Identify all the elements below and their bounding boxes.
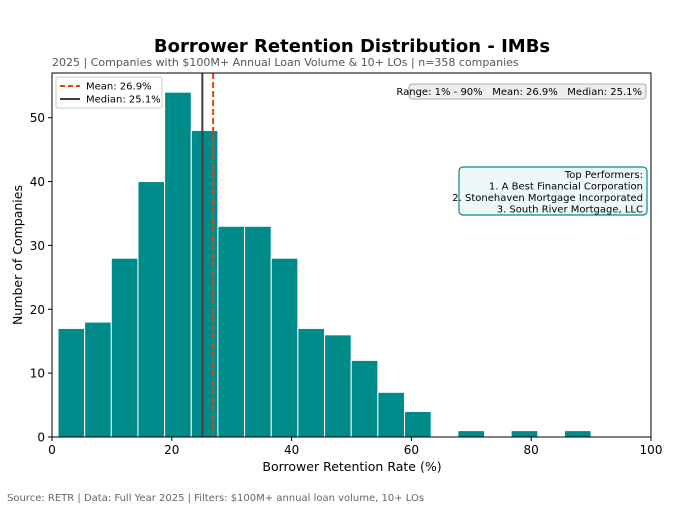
chart-subtitle: 2025 | Companies with $100M+ Annual Loan… [52, 56, 519, 69]
histogram-bar [244, 225, 272, 438]
x-tick-label: 100 [640, 443, 663, 457]
legend-median-label: Median: 25.1% [86, 95, 161, 106]
histogram-bar [57, 327, 86, 438]
y-tick-label: 40 [30, 175, 45, 189]
x-tick-label: 20 [164, 443, 179, 457]
x-tick-label: 80 [524, 443, 539, 457]
x-axis-ticks: 0 20 40 60 80 100 [48, 437, 662, 457]
histogram-bar [297, 327, 326, 438]
legend-box [55, 76, 163, 109]
x-tick-label: 40 [284, 443, 299, 457]
stats-text: Range: 1% - 90% Mean: 26.9% Median: 25.1… [396, 87, 642, 98]
x-tick-label: 60 [404, 443, 419, 457]
y-axis-label: Number of Companies [10, 185, 25, 325]
histogram-bar [164, 91, 192, 438]
top-performer-3: 3. South River Mortgage, LLC [497, 205, 643, 216]
histogram-bar [510, 430, 539, 438]
plot-frame [51, 72, 652, 438]
legend-mean-label: Mean: 26.9% [86, 82, 152, 93]
histogram-bar [457, 430, 485, 438]
x-tick-label: 0 [48, 443, 56, 457]
histogram-bars [57, 91, 592, 438]
y-tick-label: 50 [30, 111, 45, 125]
top-performers-heading: Top Performers: [564, 170, 643, 181]
y-tick-label: 30 [30, 239, 45, 253]
histogram-bar [137, 181, 166, 438]
histogram-bar [350, 359, 379, 438]
y-axis-ticks: 0 10 20 30 40 50 [30, 111, 52, 445]
histogram-bar [324, 334, 352, 438]
y-tick-label: 20 [30, 303, 45, 317]
stats-box-frame [408, 83, 647, 100]
x-axis-label: Borrower Retention Rate (%) [262, 459, 441, 474]
top-performers-frame [458, 166, 648, 216]
source-note: Source: RETR | Data: Full Year 2025 | Fi… [7, 493, 424, 504]
histogram-bar [377, 391, 406, 438]
histogram-bar [217, 225, 246, 438]
y-tick-label: 10 [30, 367, 45, 381]
histogram-bar [404, 410, 432, 438]
y-tick-label: 0 [37, 431, 45, 445]
histogram-bar [84, 321, 112, 438]
top-performer-2: 2. Stonehaven Mortgage Incorporated [452, 193, 643, 204]
legend: Mean: 26.9% Median: 25.1% [55, 76, 163, 109]
top-performer-1: 1. A Best Financial Corporation [489, 182, 643, 193]
stats-box: Range: 1% - 90% Mean: 26.9% Median: 25.1… [396, 83, 647, 100]
histogram-bar [270, 257, 299, 438]
histogram-bar [110, 257, 139, 438]
chart-title: Borrower Retention Distribution - IMBs [154, 36, 550, 57]
top-performers-box: Top Performers: 1. A Best Financial Corp… [452, 166, 648, 216]
histogram-bar [563, 430, 592, 438]
